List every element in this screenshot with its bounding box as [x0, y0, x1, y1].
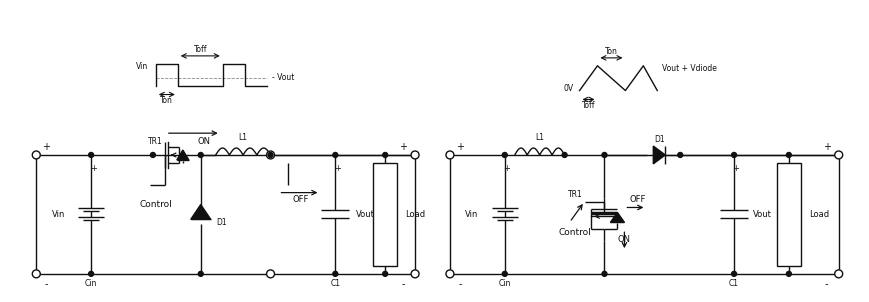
Circle shape — [501, 153, 507, 157]
Circle shape — [833, 270, 842, 278]
Circle shape — [731, 153, 736, 157]
Circle shape — [411, 151, 419, 159]
Text: Toff: Toff — [193, 45, 207, 54]
Circle shape — [786, 153, 791, 157]
Text: +: + — [334, 164, 341, 173]
Text: L1: L1 — [534, 133, 543, 142]
Text: L1: L1 — [238, 133, 248, 142]
Circle shape — [561, 153, 567, 157]
Circle shape — [266, 270, 275, 278]
Circle shape — [333, 271, 337, 276]
Circle shape — [833, 151, 842, 159]
Text: D1: D1 — [653, 135, 664, 144]
Text: TR1: TR1 — [567, 190, 582, 199]
Polygon shape — [190, 204, 210, 219]
Circle shape — [198, 271, 203, 276]
Circle shape — [411, 270, 419, 278]
Polygon shape — [653, 146, 665, 164]
Text: Control: Control — [139, 200, 172, 209]
Circle shape — [89, 153, 94, 157]
Text: -: - — [458, 279, 461, 289]
Circle shape — [266, 151, 275, 159]
Text: ON: ON — [617, 235, 630, 244]
Text: +: + — [90, 164, 96, 173]
Text: Cin: Cin — [498, 279, 510, 288]
Text: Load: Load — [405, 210, 425, 219]
Circle shape — [198, 153, 203, 157]
Circle shape — [601, 271, 607, 276]
Text: Ton: Ton — [604, 47, 617, 56]
Text: C1: C1 — [728, 279, 738, 288]
Text: ON: ON — [197, 137, 210, 146]
Circle shape — [150, 153, 156, 157]
Circle shape — [32, 151, 40, 159]
Circle shape — [446, 151, 454, 159]
Text: TR1: TR1 — [148, 137, 163, 146]
Text: Vout + Vdiode: Vout + Vdiode — [661, 64, 716, 73]
Circle shape — [677, 153, 682, 157]
Text: OFF: OFF — [292, 195, 308, 204]
Circle shape — [382, 153, 388, 157]
Text: C1: C1 — [330, 279, 340, 288]
Text: D1: D1 — [216, 218, 227, 227]
Text: -: - — [401, 279, 404, 289]
Text: Cin: Cin — [85, 279, 97, 288]
Bar — [776, 163, 799, 266]
Circle shape — [601, 153, 607, 157]
Text: +: + — [399, 142, 407, 152]
Circle shape — [333, 153, 337, 157]
Text: Toff: Toff — [581, 101, 594, 110]
Text: +: + — [503, 164, 509, 173]
Text: Vin: Vin — [136, 62, 148, 71]
Text: -: - — [824, 279, 827, 289]
Polygon shape — [610, 212, 624, 222]
Circle shape — [501, 271, 507, 276]
Circle shape — [382, 271, 388, 276]
Circle shape — [446, 270, 454, 278]
Text: -: - — [44, 279, 48, 289]
Circle shape — [786, 271, 791, 276]
Text: Vin: Vin — [465, 210, 478, 219]
Text: Load: Load — [808, 210, 828, 219]
Text: - Vout: - Vout — [271, 73, 294, 82]
Bar — [373, 163, 396, 266]
Text: Control: Control — [558, 228, 590, 237]
Circle shape — [731, 271, 736, 276]
Text: Vout: Vout — [355, 210, 375, 219]
Text: 0V: 0V — [563, 84, 573, 93]
Circle shape — [268, 153, 273, 157]
Text: Vout: Vout — [752, 210, 771, 219]
Text: +: + — [455, 142, 463, 152]
Polygon shape — [176, 150, 189, 160]
Circle shape — [89, 271, 94, 276]
Text: +: + — [732, 164, 739, 173]
Text: Ton: Ton — [160, 96, 173, 105]
Text: OFF: OFF — [628, 195, 645, 204]
Text: Vin: Vin — [51, 210, 65, 219]
Circle shape — [32, 270, 40, 278]
Text: +: + — [822, 142, 830, 152]
Text: +: + — [43, 142, 50, 152]
